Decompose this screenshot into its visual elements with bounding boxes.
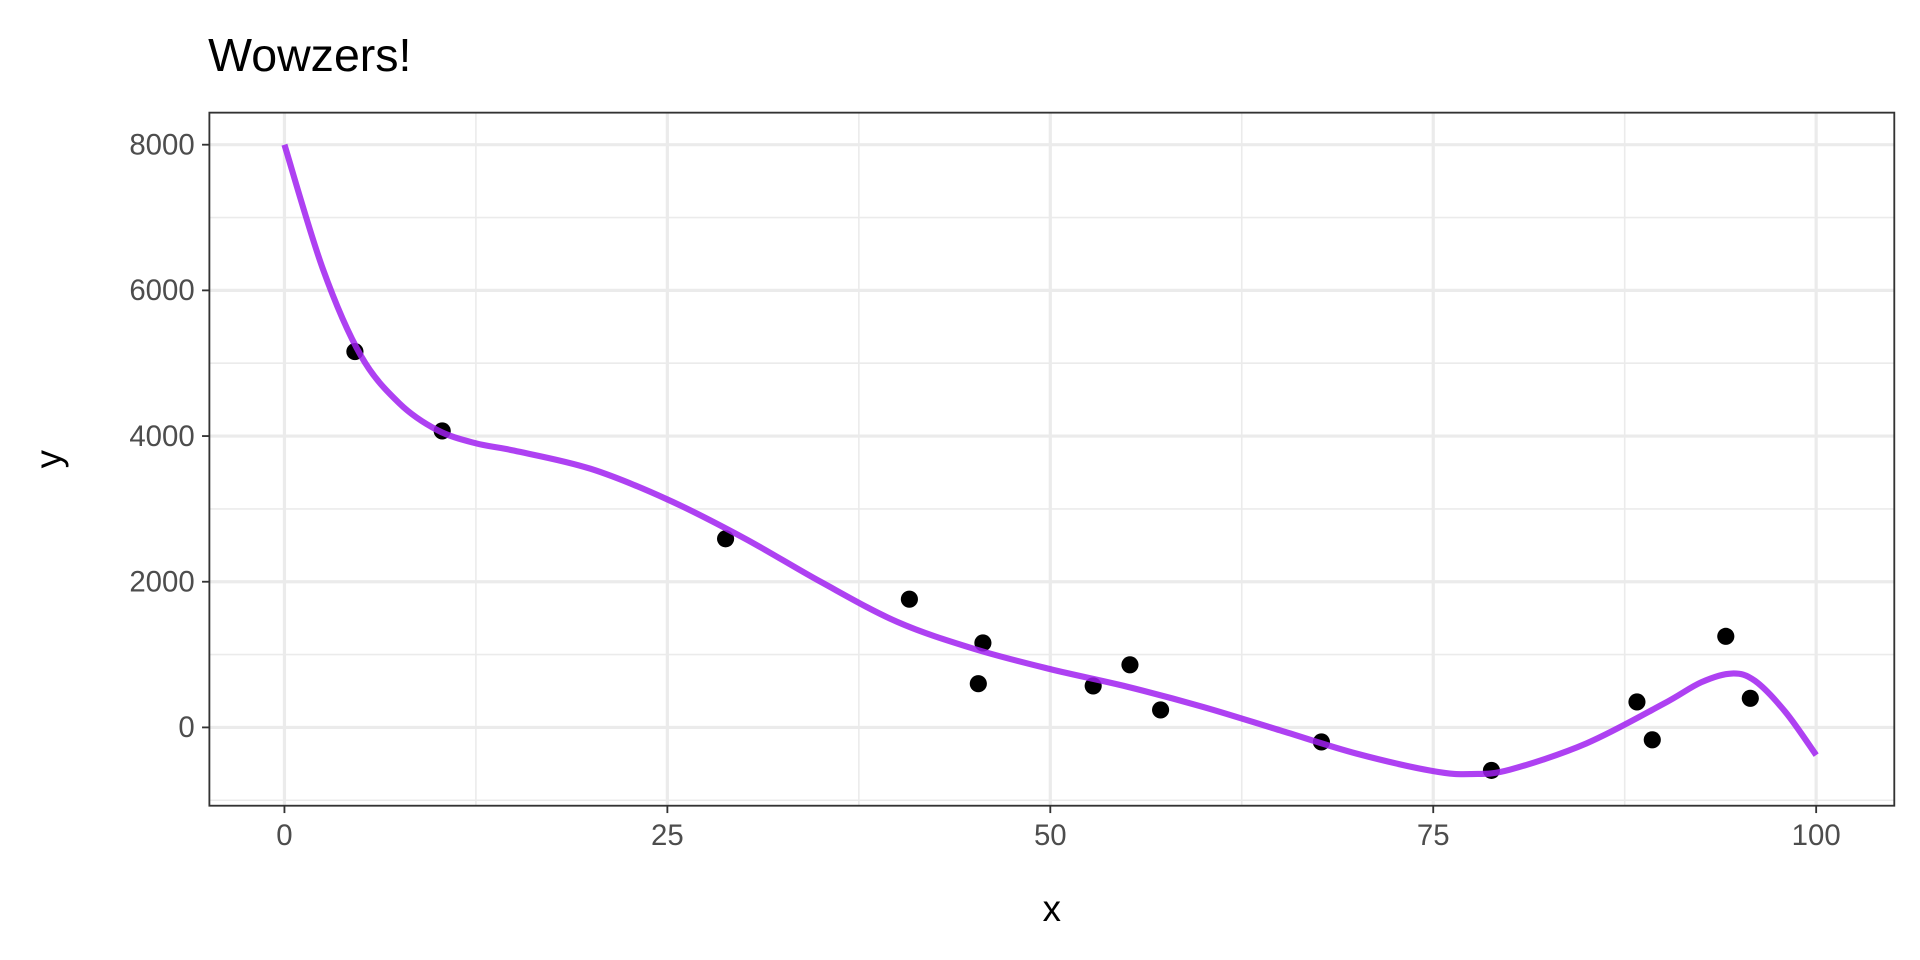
fit-line <box>281 143 1819 778</box>
x-tick-label: 50 <box>1034 819 1067 852</box>
data-point <box>1628 693 1646 711</box>
data-point <box>1643 731 1661 749</box>
data-point <box>717 530 735 548</box>
y-tick-label: 4000 <box>129 420 194 453</box>
chart-title: Wowzers! <box>208 29 411 81</box>
data-points <box>346 342 1759 779</box>
x-tick-label: 0 <box>276 819 292 852</box>
x-axis: 0 25 50 75 100 <box>276 805 1841 852</box>
x-tick-label: 100 <box>1792 819 1841 852</box>
y-tick-label: 8000 <box>129 128 194 161</box>
data-point <box>1152 701 1170 719</box>
panel-border <box>208 111 1896 807</box>
x-axis-title: x <box>1043 888 1061 929</box>
major-gridlines <box>209 112 1895 806</box>
y-tick-label: 2000 <box>129 566 194 599</box>
y-axis-title: y <box>28 449 69 468</box>
data-point <box>1121 656 1139 674</box>
y-tick-label: 0 <box>178 711 194 744</box>
data-point <box>969 675 987 693</box>
x-tick-label: 75 <box>1417 819 1450 852</box>
x-tick-label: 25 <box>651 819 684 852</box>
data-point <box>900 590 918 608</box>
data-point <box>1741 689 1759 707</box>
data-point <box>1717 627 1735 645</box>
y-axis: 0 2000 4000 6000 8000 <box>129 128 210 744</box>
y-tick-label: 6000 <box>129 274 194 307</box>
